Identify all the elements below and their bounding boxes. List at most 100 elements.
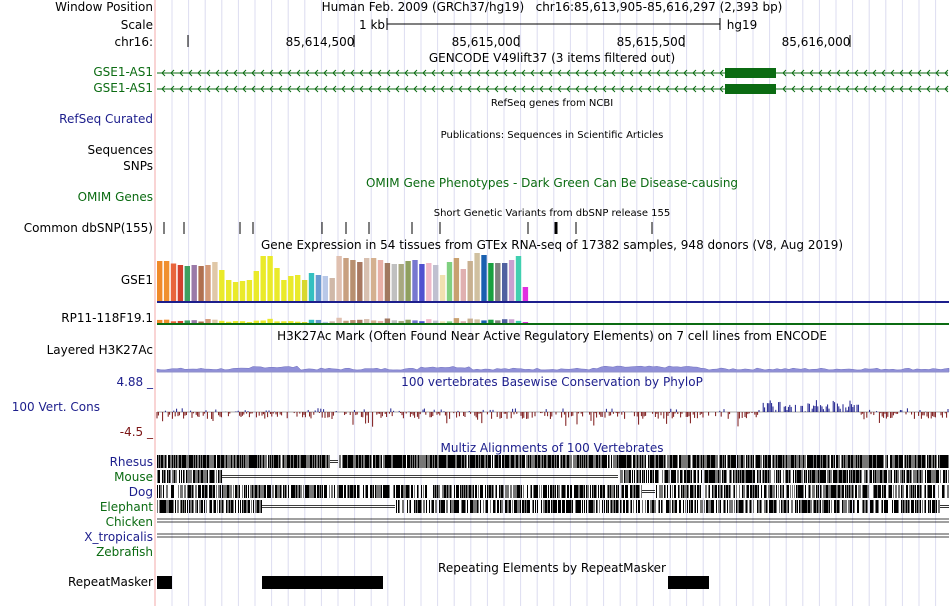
chrom-label: chr16: <box>114 35 153 49</box>
ruler-tick-label-4: 85,616,000 <box>781 35 851 49</box>
dbsnp-track-title[interactable]: Short Genetic Variants from dbSNP releas… <box>433 208 671 219</box>
gtex-bar-small <box>274 321 280 323</box>
gtex-bar <box>295 275 301 301</box>
gtex-bar <box>419 264 425 301</box>
multiz-species-dog[interactable]: Dog <box>128 485 153 499</box>
gtex-bar <box>453 258 460 301</box>
gtex-bar-small <box>191 320 197 323</box>
gtex-bar <box>246 280 253 301</box>
gtex-gene-label-1[interactable]: GSE1 <box>120 273 153 287</box>
gtex-bar <box>315 275 322 301</box>
gtex-bar <box>343 258 349 301</box>
gtex-bar <box>329 278 335 301</box>
gencode-track-title[interactable]: GENCODE V49lift37 (3 items filtered out) <box>428 51 676 65</box>
gtex-bar-small <box>405 319 411 323</box>
gtex-bar-small <box>205 319 211 323</box>
publications-track-title[interactable]: Publications: Sequences in Scientific Ar… <box>440 130 664 141</box>
gtex-bar <box>177 265 184 301</box>
omim-track-label[interactable]: OMIM Genes <box>77 190 153 204</box>
gtex-bar-small <box>288 321 294 323</box>
gtex-bar-small <box>226 321 232 323</box>
gtex-bar <box>274 268 280 301</box>
gtex-bar-small <box>391 320 397 323</box>
assembly-short: hg19 <box>726 18 758 32</box>
gtex-bar <box>232 282 239 301</box>
gtex-bar <box>433 265 439 301</box>
gtex-track-title[interactable]: Gene Expression in 54 tissues from GTEx … <box>260 238 844 252</box>
multiz-species-rhesus[interactable]: Rhesus <box>109 455 153 469</box>
multiz-track-title[interactable]: Multiz Alignments of 100 Vertebrates <box>440 441 664 455</box>
repeatmasker-track-title[interactable]: Repeating Elements by RepeatMasker <box>438 561 666 575</box>
gtex-bar <box>502 263 508 301</box>
dbsnp-variants[interactable] <box>163 222 653 234</box>
publications-label-line2[interactable]: SNPs <box>123 159 153 173</box>
gtex-bar <box>212 262 218 301</box>
multiz-species-x-tropicalis[interactable]: X_tropicalis <box>84 530 153 544</box>
gtex-bar <box>288 276 294 301</box>
gtex-bar <box>163 261 170 301</box>
gencode-item-label-1[interactable]: GSE1-AS1 <box>93 65 153 79</box>
gtex-bar <box>267 256 273 301</box>
gtex-bar-small <box>495 320 501 323</box>
gtex-bar-small <box>398 320 404 323</box>
gtex-bar <box>281 280 287 301</box>
gtex-bar-small <box>308 319 315 323</box>
gencode-item-label-2[interactable]: GSE1-AS1 <box>93 81 153 95</box>
gtex-bar-small <box>301 322 308 323</box>
refseq-track-title[interactable]: RefSeq genes from NCBI <box>490 98 614 109</box>
gtex-bar-small <box>239 321 246 323</box>
gtex-bar-small <box>267 318 273 323</box>
gtex-bar-small <box>384 318 391 323</box>
gencode-gene-1[interactable] <box>157 68 949 78</box>
gtex-bar <box>384 263 391 301</box>
gtex-bar <box>377 260 384 301</box>
multiz-alignment-rows[interactable] <box>157 455 949 538</box>
gtex-bar-small <box>453 318 460 323</box>
gtex-bar <box>405 261 411 301</box>
multiz-species-mouse[interactable]: Mouse <box>114 470 153 484</box>
gtex-rp11-bars[interactable] <box>157 317 529 323</box>
gtex-gse1-bars[interactable] <box>157 253 529 301</box>
phylop-signal[interactable] <box>156 400 949 427</box>
gtex-bar-small <box>522 322 529 323</box>
gtex-bar <box>205 265 211 301</box>
omim-track-title[interactable]: OMIM Gene Phenotypes - Dark Green Can Be… <box>365 176 739 190</box>
gtex-bar <box>301 280 308 301</box>
gtex-bar-small <box>488 319 494 323</box>
assembly-name: Human Feb. 2009 (GRCh37/hg19) <box>321 0 525 14</box>
gtex-bar-small <box>474 319 480 323</box>
gencode-gene-2[interactable] <box>157 84 949 94</box>
gtex-gene-label-2[interactable]: RP11-118F19.1 <box>61 311 153 325</box>
gtex-bar <box>198 266 204 301</box>
phylop-track-title[interactable]: 100 vertebrates Basewise Conservation by… <box>401 375 703 389</box>
gtex-bar <box>239 281 246 301</box>
gtex-bar <box>357 262 363 301</box>
gtex-bar-small <box>198 321 204 323</box>
gtex-bar-small <box>460 321 466 323</box>
multiz-species-zebrafish[interactable]: Zebrafish <box>96 545 153 559</box>
gtex-bar <box>522 287 529 301</box>
gtex-bar <box>481 255 487 301</box>
multiz-species-elephant[interactable]: Elephant <box>99 500 153 514</box>
multiz-species-chicken[interactable]: Chicken <box>105 515 153 529</box>
repeatmasker-track-label[interactable]: RepeatMasker <box>67 575 153 589</box>
gtex-bar <box>508 260 515 301</box>
gtex-bar <box>184 266 190 301</box>
repeatmasker-elements[interactable] <box>157 576 709 589</box>
dbsnp-track-label[interactable]: Common dbSNP(155) <box>23 221 153 235</box>
h3k27ac-track-label[interactable]: Layered H3K27Ac <box>46 343 153 357</box>
gtex-bar <box>515 256 522 301</box>
publications-label-line1[interactable]: Sequences <box>87 143 153 157</box>
gtex-bar-small <box>177 320 184 323</box>
gtex-bar <box>460 269 466 301</box>
gtex-bar-small <box>170 321 177 323</box>
gtex-bar <box>170 263 177 301</box>
gtex-bar <box>391 264 397 301</box>
phylop-track-label[interactable]: 100 Vert. Cons <box>11 400 100 414</box>
h3k27ac-signal[interactable] <box>156 365 950 373</box>
refseq-track-label[interactable]: RefSeq Curated <box>59 112 153 126</box>
gtex-bar <box>446 262 453 301</box>
gtex-bar-small <box>281 321 287 323</box>
h3k27ac-track-title[interactable]: H3K27Ac Mark (Often Found Near Active Re… <box>277 329 827 343</box>
